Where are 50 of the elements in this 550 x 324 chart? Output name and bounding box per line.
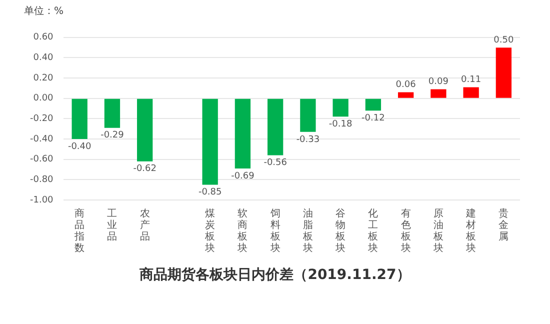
bar [398,92,414,98]
bar [463,87,479,98]
data-label: -0.12 [362,113,385,124]
bar [104,98,120,128]
text: 商品期货各板块日内价差（2019.11.27） [138,266,412,284]
x-tick-label: 贵金属 [498,207,509,242]
y-tick-label: -0.80 [30,175,54,186]
bar [332,98,348,117]
x-tick-label: 煤炭板块 [204,207,216,254]
x-tick-label: 有色板块 [400,207,411,254]
data-label: -0.85 [198,188,222,198]
x-tick-label: 饲料板块 [269,208,280,254]
x-tick-label: 工业品 [107,208,118,242]
data-label: 0.09 [428,77,449,88]
x-tick-label: 油脂板块 [302,207,313,254]
x-tick-label: 原油板块 [432,208,444,254]
data-label: -0.69 [231,171,255,182]
x-tick-label: 农产品 [140,208,150,242]
bar [268,98,284,156]
data-label: 0.06 [396,80,416,90]
y-tick-label: -0.40 [30,134,54,144]
x-tick-label: 软商板块 [236,207,248,254]
bar [202,98,218,185]
y-tick-label: 0.00 [33,94,54,104]
y-tick-label: -0.20 [30,114,54,124]
x-tick-label: 谷物板块 [334,207,346,254]
data-label: 0.11 [461,75,482,86]
data-label: -0.62 [133,164,156,174]
data-label: -0.40 [68,142,92,152]
bar [365,98,382,111]
bar [300,98,316,132]
y-tick-label: 0.40 [33,53,54,64]
data-label: 0.50 [494,35,514,46]
x-tick-label: 商品指数 [74,207,85,254]
bar [430,89,446,98]
y-tick-label: -1.00 [30,195,54,206]
bar [137,98,153,162]
y-tick-label: 0.20 [33,73,54,84]
x-tick-label: 化工板块 [367,207,378,254]
y-tick-label: -0.60 [30,154,54,165]
data-label: -0.33 [296,134,320,145]
x-tick-label: 建材板块 [465,207,476,254]
bar [234,98,251,168]
data-label: -0.29 [100,130,124,141]
y-tick-label: 0.60 [33,32,54,43]
bar [72,98,88,140]
y-axis-title: 单位：% [24,4,64,18]
data-label: -0.56 [264,158,288,168]
bar [496,48,512,98]
data-label: -0.18 [328,120,352,130]
